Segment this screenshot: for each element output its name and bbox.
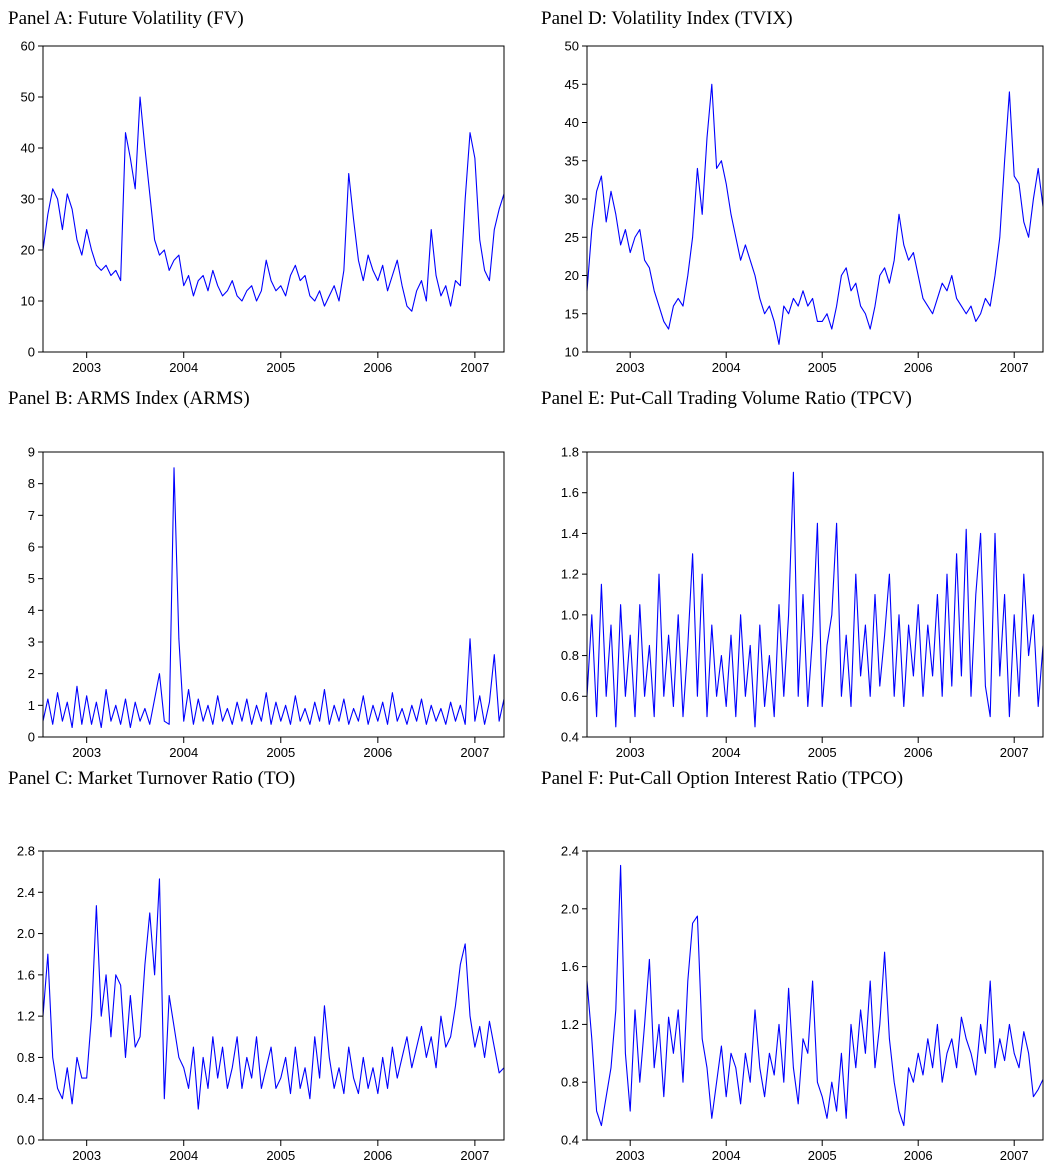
y-tick-label: 8 <box>28 476 35 491</box>
x-tick-label: 2005 <box>808 1148 837 1163</box>
y-tick-label: 4 <box>28 603 35 618</box>
x-tick-label: 2006 <box>904 745 933 760</box>
y-tick-label: 25 <box>565 230 579 245</box>
y-tick-label: 10 <box>565 345 579 360</box>
x-tick-label: 2003 <box>616 1148 645 1163</box>
y-tick-label: 3 <box>28 635 35 650</box>
x-tick-label: 2005 <box>266 745 295 760</box>
y-tick-label: 1.2 <box>561 1017 579 1032</box>
panel-title: Panel D: Volatility Index (TVIX) <box>541 8 793 29</box>
x-tick-label: 2004 <box>712 1148 741 1163</box>
panel-title: Panel A: Future Volatility (FV) <box>8 8 244 29</box>
plot-frame <box>586 451 1044 738</box>
y-tick-label: 1.4 <box>561 526 579 541</box>
y-tick-label: 0.0 <box>17 1133 35 1148</box>
y-tick-label: 20 <box>21 243 35 258</box>
x-tick-label: 2007 <box>460 360 489 375</box>
series-line <box>42 878 505 1110</box>
y-tick-label: 0.4 <box>561 1133 579 1148</box>
y-tick-label: 0.6 <box>561 689 579 704</box>
y-tick-label: 50 <box>565 39 579 54</box>
x-tick-label: 2003 <box>72 1148 101 1163</box>
y-tick-label: 0 <box>28 345 35 360</box>
y-tick-label: 7 <box>28 508 35 523</box>
y-tick-label: 1.6 <box>17 967 35 982</box>
y-tick-label: 0.8 <box>17 1050 35 1065</box>
x-tick-label: 2003 <box>616 360 645 375</box>
y-tick-label: 35 <box>565 153 579 168</box>
x-tick-label: 2006 <box>904 360 933 375</box>
x-tick-label: 2004 <box>712 745 741 760</box>
x-tick-label: 2005 <box>266 360 295 375</box>
plot-frame <box>586 45 1044 353</box>
y-tick-label: 2.4 <box>561 844 579 859</box>
x-tick-label: 2007 <box>1000 360 1029 375</box>
series-line <box>586 471 1044 728</box>
x-tick-label: 2003 <box>72 360 101 375</box>
y-tick-label: 6 <box>28 540 35 555</box>
series-line <box>586 864 1044 1127</box>
y-tick-label: 2.4 <box>17 885 35 900</box>
y-tick-label: 9 <box>28 445 35 460</box>
x-tick-label: 2004 <box>712 360 741 375</box>
plot-frame <box>42 45 505 353</box>
x-tick-label: 2006 <box>363 1148 392 1163</box>
y-tick-label: 1.8 <box>561 445 579 460</box>
y-tick-label: 45 <box>565 77 579 92</box>
x-tick-label: 2005 <box>808 360 837 375</box>
panel-title: Panel B: ARMS Index (ARMS) <box>8 388 250 409</box>
panel-title: Panel C: Market Turnover Ratio (TO) <box>8 768 295 789</box>
x-tick-label: 2004 <box>169 745 198 760</box>
plot-frame <box>586 850 1044 1141</box>
y-tick-label: 30 <box>21 192 35 207</box>
x-tick-label: 2003 <box>616 745 645 760</box>
y-tick-label: 10 <box>21 294 35 309</box>
series-line <box>42 467 505 729</box>
y-tick-label: 5 <box>28 571 35 586</box>
x-tick-label: 2004 <box>169 1148 198 1163</box>
y-tick-label: 15 <box>565 306 579 321</box>
plot-frame <box>42 451 505 738</box>
x-tick-label: 2006 <box>363 360 392 375</box>
x-tick-label: 2004 <box>169 360 198 375</box>
y-tick-label: 60 <box>21 39 35 54</box>
x-tick-label: 2007 <box>460 1148 489 1163</box>
panel-title: Panel F: Put-Call Option Interest Ratio … <box>541 768 903 789</box>
series-line <box>42 96 505 312</box>
plot-frame <box>42 850 505 1141</box>
x-tick-label: 2006 <box>904 1148 933 1163</box>
series-line <box>586 83 1044 345</box>
panel-title: Panel E: Put-Call Trading Volume Ratio (… <box>541 388 912 409</box>
y-tick-label: 0.8 <box>561 1075 579 1090</box>
y-tick-label: 20 <box>565 268 579 283</box>
y-tick-label: 1 <box>28 698 35 713</box>
y-tick-label: 2 <box>28 666 35 681</box>
y-tick-label: 40 <box>21 141 35 156</box>
x-tick-label: 2003 <box>72 745 101 760</box>
x-tick-label: 2005 <box>808 745 837 760</box>
y-tick-label: 0.8 <box>561 648 579 663</box>
y-tick-label: 2.8 <box>17 844 35 859</box>
y-tick-label: 1.0 <box>561 607 579 622</box>
y-tick-label: 40 <box>565 115 579 130</box>
x-tick-label: 2006 <box>363 745 392 760</box>
y-tick-label: 30 <box>565 192 579 207</box>
y-tick-label: 2.0 <box>17 926 35 941</box>
x-tick-label: 2005 <box>266 1148 295 1163</box>
y-tick-label: 1.2 <box>561 567 579 582</box>
y-tick-label: 0.4 <box>17 1091 35 1106</box>
x-tick-label: 2007 <box>460 745 489 760</box>
y-tick-label: 50 <box>21 90 35 105</box>
y-tick-label: 1.6 <box>561 485 579 500</box>
y-tick-label: 1.2 <box>17 1009 35 1024</box>
y-tick-label: 1.6 <box>561 959 579 974</box>
y-tick-label: 0 <box>28 730 35 745</box>
y-tick-label: 2.0 <box>561 901 579 916</box>
x-tick-label: 2007 <box>1000 1148 1029 1163</box>
x-tick-label: 2007 <box>1000 745 1029 760</box>
y-tick-label: 0.4 <box>561 730 579 745</box>
